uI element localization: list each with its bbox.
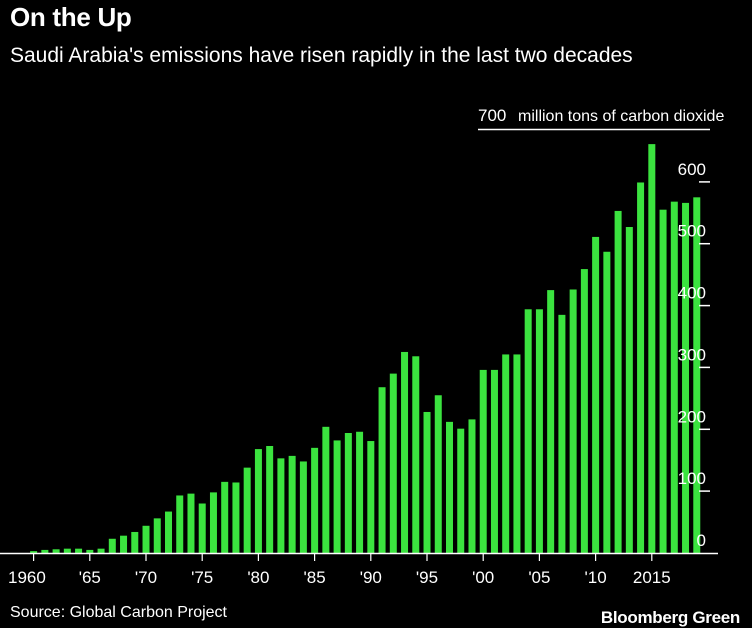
bar-2015: [648, 144, 656, 553]
bar-2008: [569, 289, 577, 553]
bar-2003: [513, 354, 521, 553]
bar-2017: [670, 201, 678, 553]
bar-1965: [86, 549, 94, 553]
bar-1981: [266, 445, 274, 553]
bar-2009: [580, 269, 588, 553]
bar-2013: [625, 227, 633, 553]
bar-1988: [344, 433, 352, 553]
bar-1971: [153, 518, 161, 553]
bar-1968: [120, 535, 128, 553]
bar-2014: [637, 182, 645, 554]
x-tick-label: 1960: [8, 568, 46, 587]
bar-1983: [288, 455, 296, 553]
bar-1963: [63, 548, 71, 553]
bar-2016: [659, 209, 667, 553]
source-note: Source: Global Carbon Project: [10, 604, 227, 621]
x-tick-label: '10: [585, 568, 607, 587]
x-tick-label: '90: [360, 568, 382, 587]
bar-1999: [468, 419, 476, 553]
bar-2005: [535, 309, 543, 553]
bar-1984: [299, 461, 307, 553]
bar-1995: [423, 411, 431, 553]
bar-1978: [232, 482, 240, 553]
bar-2010: [592, 236, 600, 553]
y-tick-label: 200: [678, 407, 706, 426]
x-tick-label: '65: [79, 568, 101, 587]
x-tick-label: '95: [416, 568, 438, 587]
y-tick-label: 300: [678, 345, 706, 364]
bar-1992: [389, 373, 397, 553]
bar-1991: [378, 387, 386, 553]
bar-1980: [254, 449, 262, 553]
bar-1964: [75, 548, 83, 553]
bar-1989: [356, 431, 364, 553]
bar-2004: [524, 309, 532, 553]
y-tick-label: 400: [678, 284, 706, 303]
bar-1990: [367, 441, 375, 553]
bar-1962: [52, 549, 60, 553]
y-tick-label: 600: [678, 160, 706, 179]
bar-1969: [131, 531, 139, 553]
bar-2001: [490, 369, 498, 553]
bar-2012: [614, 210, 622, 553]
bar-2019: [693, 197, 701, 553]
brand-logo: Bloomberg Green: [600, 608, 740, 627]
bar-1972: [165, 511, 172, 553]
bar-1970: [142, 525, 150, 553]
bar-1977: [221, 481, 229, 553]
y-tick-label-top: 700: [478, 106, 506, 125]
bar-2011: [603, 251, 611, 553]
x-tick-label: 2015: [633, 568, 671, 587]
bar-1987: [333, 440, 341, 553]
bar-1974: [187, 493, 195, 553]
bar-1966: [97, 548, 105, 553]
y-tick-label: 0: [697, 531, 706, 550]
y-axis-unit-label: million tons of carbon dioxide: [518, 108, 724, 125]
y-tick-label: 500: [678, 222, 706, 241]
bar-2006: [547, 290, 555, 553]
bar-1961: [41, 549, 49, 553]
bar-2018: [682, 202, 690, 553]
chart-title: On the Up: [10, 2, 132, 32]
bar-1960: [30, 551, 38, 553]
bar-1996: [434, 395, 442, 553]
bar-1973: [176, 495, 184, 553]
bar-1998: [457, 428, 465, 553]
x-tick-label: '80: [247, 568, 269, 587]
x-tick-label: '05: [528, 568, 550, 587]
x-tick-label: '70: [135, 568, 157, 587]
bar-1997: [446, 421, 453, 553]
x-tick-label: '00: [472, 568, 494, 587]
bar-1994: [412, 356, 420, 553]
bar-1976: [209, 492, 217, 553]
y-tick-label: 100: [678, 469, 706, 488]
bar-1967: [108, 538, 116, 553]
bar-1982: [277, 458, 285, 553]
bar-2002: [502, 354, 510, 553]
chart-subtitle: Saudi Arabia's emissions have risen rapi…: [10, 44, 633, 67]
bar-1986: [322, 426, 330, 553]
bar-2000: [479, 369, 487, 553]
bar-1993: [401, 351, 409, 553]
bar-chart: 0 100 200 300 400 500 600 700 1960 '65 '70 '75 '80 '…: [0, 106, 724, 587]
bar-1985: [311, 447, 319, 553]
bar-1979: [243, 467, 251, 553]
x-tick-label: '85: [304, 568, 326, 587]
x-tick-label: '75: [191, 568, 213, 587]
bar-2007: [558, 314, 566, 553]
bar-1975: [198, 503, 206, 553]
